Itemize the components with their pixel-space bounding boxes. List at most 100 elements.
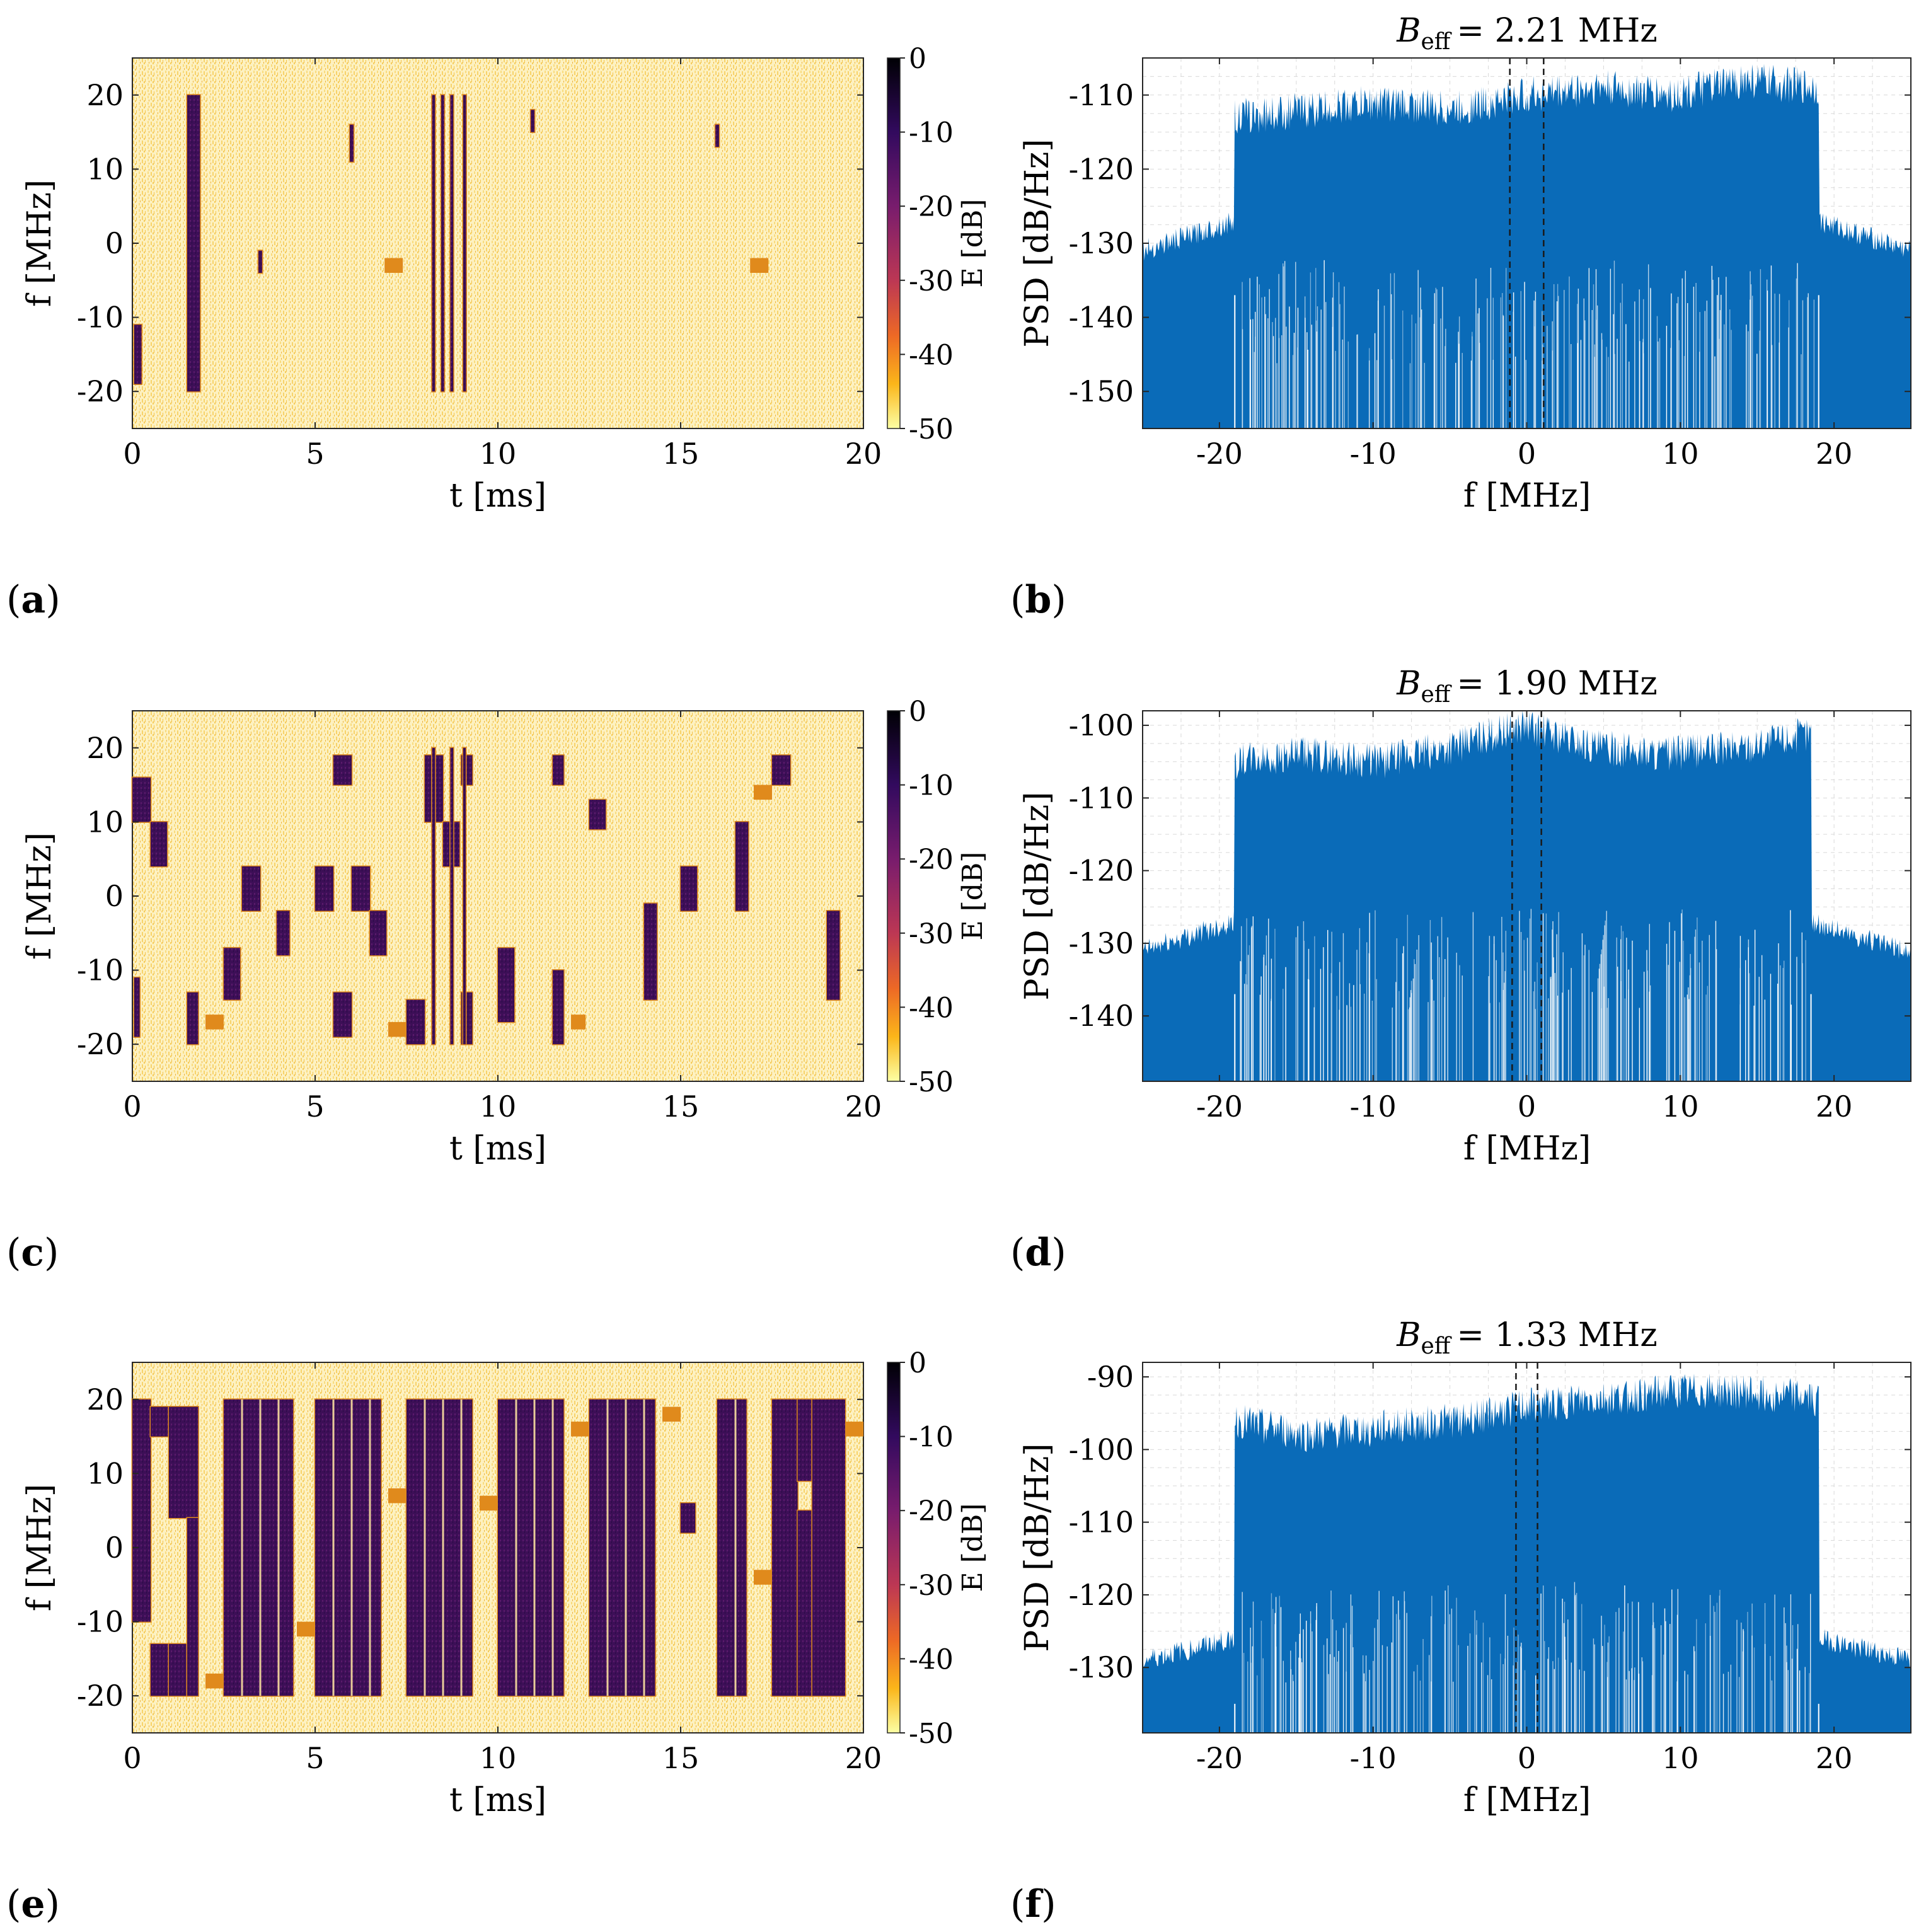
spectrogram-e-xtick-label: 10 [480,1741,517,1775]
spectrogram-e-burst [224,1399,294,1696]
spectrogram-c-weak-burst [205,1015,224,1030]
spectrogram-c-burst [333,992,352,1037]
panel-a: 0 5 10 15 20 20 10 0 -10 -20 t [ms] f [MHz] 0 -10… [6,43,989,622]
spectrogram-e-gap [424,1399,426,1696]
spectrogram-a-yticks: 20 10 0 -10 -20 [77,78,863,408]
panel-d-label: (d) [1010,1231,1066,1275]
spectrogram-c-burst [242,866,260,911]
psd-d-xtick-label: 20 [1816,1090,1853,1124]
psd-f-xtick-label: -20 [1196,1741,1243,1775]
psd-d-xtick-label: -10 [1350,1090,1397,1124]
psd-d-xtick-label: 0 [1518,1090,1536,1124]
colorbar-c-gradient [887,710,901,1082]
colorbar-c-label: E [dB] [957,852,989,941]
colorbar-a-tick-label: -30 [909,265,954,297]
spectrogram-e-xtick-label: 15 [662,1741,700,1775]
spectrogram-e-burst [169,1643,187,1696]
spectrogram-e-gap [332,1399,335,1696]
spectrogram-e-gap [625,1399,627,1696]
psd-f-ytick-label: -100 [1069,1432,1134,1466]
spectrogram-e-burst [151,1406,169,1437]
colorbar-c-tick-label: -10 [909,770,954,802]
spectrogram-e-weak-burst [571,1422,589,1437]
spectrogram-a-ytick-label: -10 [77,301,124,335]
spectrogram-a-xtick-label: 20 [845,437,882,471]
psd-b-ytick-label: -140 [1069,301,1134,335]
spectrogram-a-xtick-label: 0 [123,437,141,471]
colorbar-c-tick-label: 0 [909,696,926,728]
spectrogram-c-burst [450,747,454,1045]
spectrogram-e-gap [350,1399,353,1696]
psd-b-xtick-label: -10 [1350,437,1397,471]
spectrogram-e-xtick-label: 20 [845,1741,882,1775]
spectrogram-a-bursts [133,94,769,393]
spectrogram-c-burst [589,800,606,830]
colorbar-e-tick-label: -30 [909,1570,954,1602]
spectrogram-e-gap [533,1399,536,1696]
psd-f-xtick-label: -10 [1350,1741,1397,1775]
spectrogram-e-gap [277,1399,280,1696]
spectrogram-c-burst [315,866,333,911]
spectrogram-c-burst [224,948,241,1000]
spectrogram-c-burst [644,903,657,1000]
colorbar-c-tick-label: -20 [909,844,954,876]
spectrogram-a-burst [187,95,200,392]
colorbar-c-tick-label: -30 [909,918,954,950]
panel-a-label: (a) [6,578,61,622]
spectrogram-e-bursts [131,1398,863,1697]
colorbar-e-tick-label: -10 [909,1422,954,1454]
spectrogram-c-weak-burst [571,1015,586,1030]
spectrogram-e-burst [589,1399,655,1696]
spectrogram-e-burst [498,1399,564,1696]
spectrogram-c-burst [735,822,749,911]
spectrogram-e-weak-burst [754,1570,772,1585]
colorbar-e-tick-label: -40 [909,1643,954,1676]
spectrogram-e-gap [643,1399,645,1696]
spectrogram-e-weak-burst [388,1488,407,1504]
colorbar-a: 0 -10 -20 -30 -40 -50 E [dB] [887,43,989,446]
spectrogram-e-ytick-label: 10 [86,1456,124,1490]
spectrogram-c-burst [370,911,387,956]
colorbar-e-tick-label: 0 [909,1347,926,1379]
spectrogram-c-xtick-label: 10 [480,1090,517,1124]
spectrogram-e-gap [442,1399,444,1696]
psd-b-yticks: -110 -120 -130 -140 -150 [1069,78,1911,408]
spectrogram-e-gap [515,1399,517,1696]
colorbar-a-tick-label: 0 [909,43,926,75]
spectrogram-e-gap [369,1399,371,1696]
spectrogram-a-ytick-label: 20 [86,78,124,112]
psd-f-yticks: -90 -100 -110 -120 -130 [1069,1360,1911,1684]
psd-f-xtick-label: 10 [1662,1741,1699,1775]
spectrogram-e-burst [407,1399,473,1696]
spectrogram-c-burst [132,777,151,822]
colorbar-c: 0 -10 -20 -30 -40 -50 E [dB] [887,696,989,1098]
spectrogram-e-xtick-label: 0 [123,1741,141,1775]
psd-b-xtick-label: 10 [1662,437,1699,471]
spectrogram-e-burst [681,1503,696,1533]
psd-d-ytick-label: -130 [1069,926,1134,960]
spectrogram-c-xticks: 0 5 10 15 20 [123,711,882,1124]
spectrogram-c-burst [432,747,435,1045]
spectrogram-a-ytick-label: -20 [77,374,124,408]
psd-f-ytick-label: -130 [1069,1650,1134,1684]
panel-d: -20 -10 0 10 20 -100-110-120-130-140 f [MHz]… [1010,665,1912,1275]
spectrogram-e-burst [132,1399,151,1622]
spectrogram-e-burst [797,1510,812,1696]
psd-f-bandwidth-lines [1515,1362,1538,1733]
psd-b-xtick-label: -20 [1196,437,1243,471]
spectrogram-e-weak-burst [205,1673,224,1689]
spectrogram-a-burst [450,95,454,392]
spectrogram-e-xticks: 0 5 10 15 20 [123,1362,882,1775]
spectrogram-e-gap [259,1399,262,1696]
psd-b-xtick-label: 0 [1518,437,1536,471]
spectrogram-a-weak-burst [384,258,403,273]
spectrogram-a-xtick-label: 10 [480,437,517,471]
colorbar-a-tick-label: -50 [909,413,954,446]
psd-f-ytick-label: -90 [1087,1360,1134,1394]
spectrogram-a-burst [463,95,466,392]
spectrogram-e-ytick-label: 20 [86,1383,124,1417]
psd-f-ytick-label: -110 [1069,1505,1134,1539]
spectrogram-e-gap [551,1399,554,1696]
spectrogram-e-burst [187,1517,199,1696]
spectrogram-c-burst [498,948,515,1022]
